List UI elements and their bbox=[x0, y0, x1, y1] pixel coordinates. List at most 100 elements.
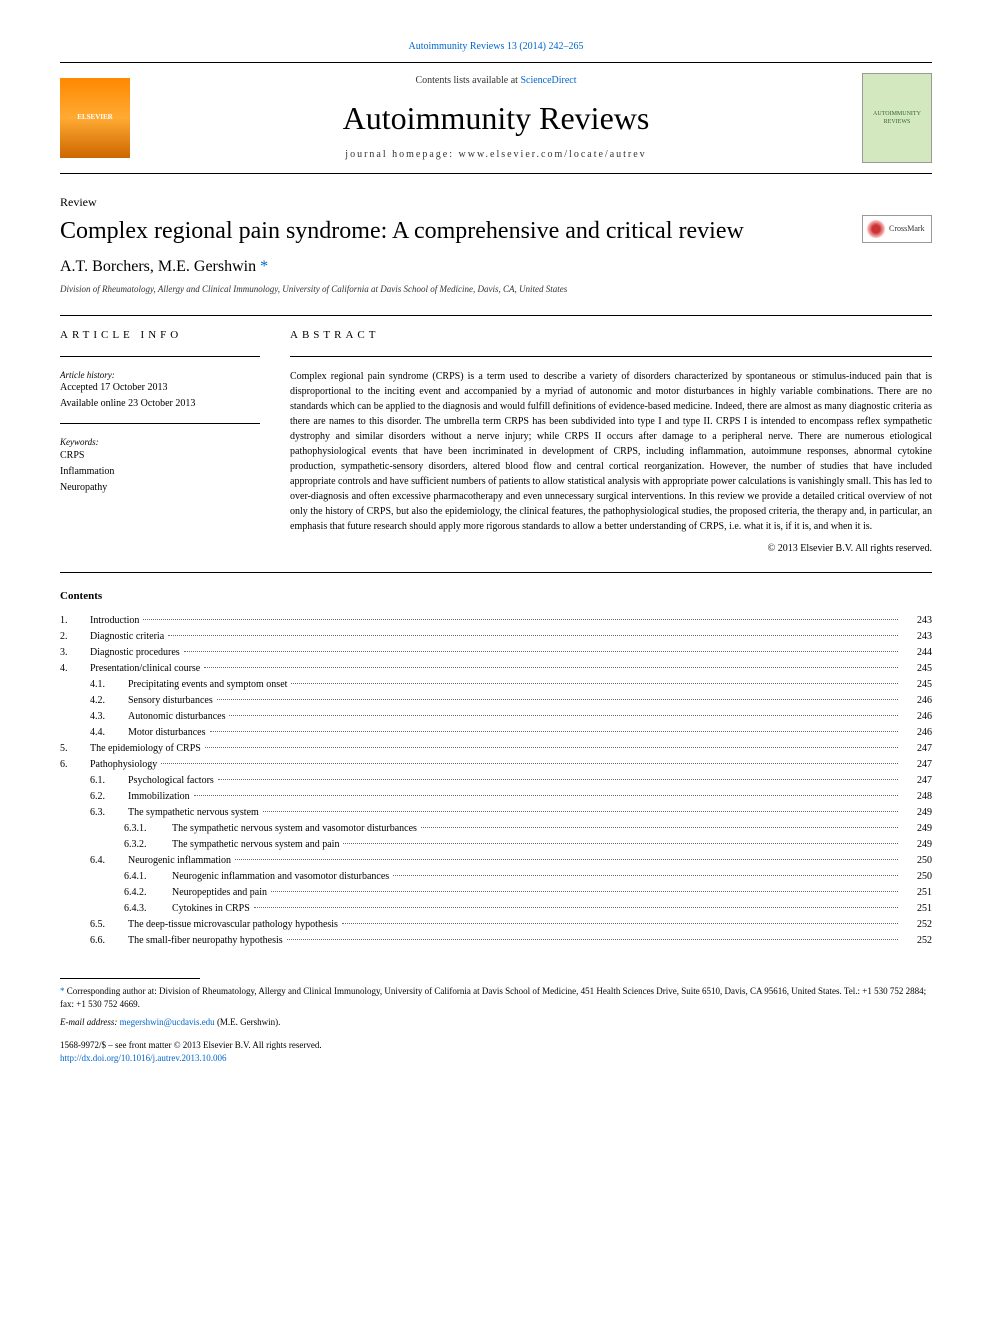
toc-leader-dots bbox=[229, 715, 898, 716]
toc-number: 4.3. bbox=[90, 710, 128, 724]
journal-homepage: journal homepage: www.elsevier.com/locat… bbox=[130, 148, 862, 162]
toc-row: 3.Diagnostic procedures244 bbox=[60, 646, 932, 660]
toc-row: 6.4.3.Cytokines in CRPS251 bbox=[60, 902, 932, 916]
issn-line: 1568-9972/$ – see front matter © 2013 El… bbox=[60, 1039, 932, 1052]
toc-title: The epidemiology of CRPS bbox=[90, 742, 201, 756]
toc-page: 248 bbox=[902, 790, 932, 804]
toc-leader-dots bbox=[194, 795, 898, 796]
toc-row: 6.3.1.The sympathetic nervous system and… bbox=[60, 822, 932, 836]
toc-title: Immobilization bbox=[128, 790, 190, 804]
toc-title: Neurogenic inflammation and vasomotor di… bbox=[172, 870, 389, 884]
toc-page: 245 bbox=[902, 678, 932, 692]
authors: A.T. Borchers, M.E. Gershwin * bbox=[60, 256, 932, 278]
toc-page: 247 bbox=[902, 742, 932, 756]
toc-row: 6.4.2.Neuropeptides and pain251 bbox=[60, 886, 932, 900]
toc-number: 3. bbox=[60, 646, 90, 660]
doi-link[interactable]: http://dx.doi.org/10.1016/j.autrev.2013.… bbox=[60, 1053, 227, 1063]
toc-number: 6.4.3. bbox=[124, 902, 172, 916]
keywords-label: Keywords: bbox=[60, 436, 260, 449]
toc-leader-dots bbox=[217, 699, 898, 700]
toc-page: 245 bbox=[902, 662, 932, 676]
header-center: Contents lists available at ScienceDirec… bbox=[130, 74, 862, 163]
table-of-contents: 1.Introduction2432.Diagnostic criteria24… bbox=[60, 614, 932, 948]
toc-leader-dots bbox=[393, 875, 898, 876]
toc-leader-dots bbox=[143, 619, 898, 620]
toc-number: 4.4. bbox=[90, 726, 128, 740]
toc-number: 6.2. bbox=[90, 790, 128, 804]
corresponding-marker: * bbox=[260, 258, 268, 275]
toc-leader-dots bbox=[235, 859, 898, 860]
toc-number: 6.4.1. bbox=[124, 870, 172, 884]
toc-number: 6.5. bbox=[90, 918, 128, 932]
info-abstract-row: ARTICLE INFO Article history: Accepted 1… bbox=[60, 328, 932, 555]
toc-row: 4.3.Autonomic disturbances246 bbox=[60, 710, 932, 724]
toc-row: 2.Diagnostic criteria243 bbox=[60, 630, 932, 644]
contents-prefix: Contents lists available at bbox=[415, 75, 520, 86]
email-link[interactable]: megershwin@ucdavis.edu bbox=[120, 1017, 215, 1027]
toc-number: 6.6. bbox=[90, 934, 128, 948]
header-citation: Autoimmunity Reviews 13 (2014) 242–265 bbox=[60, 40, 932, 54]
toc-row: 1.Introduction243 bbox=[60, 614, 932, 628]
toc-title: The sympathetic nervous system and vasom… bbox=[172, 822, 417, 836]
toc-leader-dots bbox=[161, 763, 898, 764]
toc-title: Precipitating events and symptom onset bbox=[128, 678, 287, 692]
crossmark-icon bbox=[867, 220, 885, 238]
sciencedirect-link[interactable]: ScienceDirect bbox=[520, 75, 576, 86]
toc-leader-dots bbox=[218, 779, 898, 780]
divider bbox=[60, 572, 932, 573]
keyword: Inflammation bbox=[60, 465, 260, 479]
divider bbox=[60, 315, 932, 316]
online-date: Available online 23 October 2013 bbox=[60, 397, 260, 411]
toc-page: 247 bbox=[902, 758, 932, 772]
toc-title: Autonomic disturbances bbox=[128, 710, 225, 724]
toc-row: 6.3.2.The sympathetic nervous system and… bbox=[60, 838, 932, 852]
toc-title: Sensory disturbances bbox=[128, 694, 213, 708]
contents-available-line: Contents lists available at ScienceDirec… bbox=[130, 74, 862, 88]
toc-row: 4.Presentation/clinical course 245 bbox=[60, 662, 932, 676]
email-label: E-mail address: bbox=[60, 1017, 120, 1027]
toc-title: Introduction bbox=[90, 614, 139, 628]
author-names: A.T. Borchers, M.E. Gershwin bbox=[60, 258, 260, 275]
toc-title: Diagnostic criteria bbox=[90, 630, 164, 644]
journal-cover-thumbnail: AUTOIMMUNITY REVIEWS bbox=[862, 73, 932, 163]
accepted-date: Accepted 17 October 2013 bbox=[60, 381, 260, 395]
toc-title: Neuropeptides and pain bbox=[172, 886, 267, 900]
publisher-logo: ELSEVIER bbox=[60, 78, 130, 158]
footnote-text: Corresponding author at: Division of Rhe… bbox=[60, 986, 926, 1009]
toc-row: 4.1.Precipitating events and symptom ons… bbox=[60, 678, 932, 692]
divider bbox=[290, 356, 932, 357]
toc-page: 243 bbox=[902, 614, 932, 628]
toc-row: 5.The epidemiology of CRPS 247 bbox=[60, 742, 932, 756]
toc-page: 247 bbox=[902, 774, 932, 788]
toc-number: 2. bbox=[60, 630, 90, 644]
abstract-copyright: © 2013 Elsevier B.V. All rights reserved… bbox=[290, 542, 932, 556]
toc-leader-dots bbox=[342, 923, 898, 924]
article-info-heading: ARTICLE INFO bbox=[60, 328, 260, 343]
toc-leader-dots bbox=[254, 907, 898, 908]
toc-leader-dots bbox=[210, 731, 899, 732]
toc-number: 4. bbox=[60, 662, 90, 676]
toc-row: 4.2.Sensory disturbances246 bbox=[60, 694, 932, 708]
toc-title: Presentation/clinical course bbox=[90, 662, 200, 676]
divider bbox=[60, 423, 260, 424]
toc-title: Cytokines in CRPS bbox=[172, 902, 250, 916]
crossmark-badge[interactable]: CrossMark bbox=[862, 215, 932, 243]
toc-page: 249 bbox=[902, 838, 932, 852]
toc-leader-dots bbox=[263, 811, 898, 812]
journal-name: Autoimmunity Reviews bbox=[130, 96, 862, 141]
toc-row: 6.4.1.Neurogenic inflammation and vasomo… bbox=[60, 870, 932, 884]
toc-row: 6.1.Psychological factors247 bbox=[60, 774, 932, 788]
toc-number: 4.1. bbox=[90, 678, 128, 692]
toc-row: 6.2.Immobilization 248 bbox=[60, 790, 932, 804]
toc-row: 4.4.Motor disturbances246 bbox=[60, 726, 932, 740]
toc-page: 246 bbox=[902, 726, 932, 740]
email-footnote: E-mail address: megershwin@ucdavis.edu (… bbox=[60, 1016, 932, 1029]
toc-leader-dots bbox=[421, 827, 898, 828]
crossmark-label: CrossMark bbox=[889, 223, 925, 234]
abstract-heading: ABSTRACT bbox=[290, 328, 932, 343]
toc-leader-dots bbox=[287, 939, 898, 940]
toc-leader-dots bbox=[184, 651, 898, 652]
keywords-block: Keywords: CRPS Inflammation Neuropathy bbox=[60, 436, 260, 495]
corresponding-footnote: * Corresponding author at: Division of R… bbox=[60, 985, 932, 1010]
toc-number: 5. bbox=[60, 742, 90, 756]
